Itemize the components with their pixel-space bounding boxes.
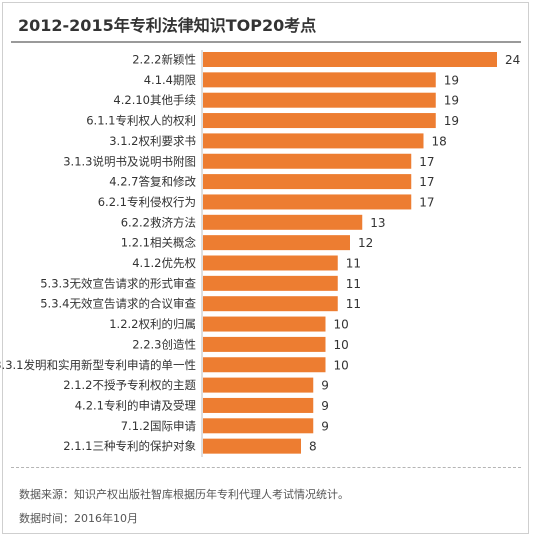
category-label: 2.1.1三种专利的保护对象	[63, 439, 196, 453]
footer-divider	[11, 467, 521, 468]
value-label: 12	[358, 236, 373, 250]
value-label: 24	[505, 53, 520, 67]
bar	[203, 154, 411, 169]
bar	[203, 133, 424, 148]
value-label: 13	[370, 216, 385, 230]
value-label: 9	[321, 399, 329, 413]
category-label: 6.2.1专利侵权行为	[98, 195, 196, 209]
bar	[203, 439, 301, 454]
category-label: 4.2.1专利的申请及受理	[75, 398, 197, 412]
bar	[203, 296, 338, 311]
value-label: 8	[309, 440, 317, 454]
value-label: 10	[334, 338, 349, 352]
value-label: 18	[432, 134, 447, 148]
value-label: 9	[321, 419, 329, 433]
category-label: 2.2.3创造性	[132, 337, 196, 351]
bar	[203, 256, 338, 271]
value-label: 10	[334, 358, 349, 372]
bar	[203, 398, 313, 413]
data-source-note: 数据来源：知识产权出版社智库根据历年专利代理人考试情况统计。	[19, 486, 349, 502]
bar	[203, 52, 497, 67]
bar	[203, 317, 326, 332]
bar	[203, 378, 313, 393]
category-label: 2.2.2新颖性	[132, 53, 196, 67]
category-label: 5.3.3无效宣告请求的形式审查	[40, 276, 196, 290]
category-label: 3.1.3说明书及说明书附图	[63, 154, 196, 168]
bar	[203, 215, 362, 230]
bar	[203, 276, 338, 291]
bar	[203, 418, 313, 433]
bar	[203, 93, 436, 108]
category-label: 3.3.1发明和实用新型专利申请的单一性	[0, 358, 196, 372]
bar-chart: 2.2.2新颖性 24 4.1.4期限 19 4.2.10其他手续 19 6.1.1专利权人…	[0, 0, 533, 470]
category-label: 4.1.2优先权	[132, 256, 196, 270]
bar	[203, 337, 326, 352]
value-label: 17	[419, 195, 434, 209]
value-label: 17	[419, 155, 434, 169]
value-label: 19	[444, 114, 459, 128]
category-label: 4.2.10其他手续	[113, 93, 196, 107]
category-label: 1.2.1相关概念	[121, 236, 197, 250]
bar	[203, 72, 436, 87]
category-label: 3.1.2权利要求书	[109, 134, 196, 148]
data-date-note: 数据时间：2016年10月	[19, 510, 138, 526]
value-label: 11	[346, 297, 361, 311]
category-label: 5.3.4无效宣告请求的合议审查	[40, 297, 196, 311]
value-label: 11	[346, 277, 361, 291]
bar	[203, 357, 326, 372]
category-label: 7.1.2国际申请	[121, 419, 197, 433]
value-label: 9	[321, 379, 329, 393]
value-label: 19	[444, 94, 459, 108]
value-label: 17	[419, 175, 434, 189]
category-label: 4.1.4期限	[144, 73, 197, 87]
category-label: 6.1.1专利权人的权利	[86, 114, 196, 128]
bar	[203, 174, 411, 189]
category-label: 6.2.2救济方法	[121, 215, 196, 229]
value-label: 11	[346, 257, 361, 271]
bar	[203, 113, 436, 128]
category-label: 2.1.2不授予专利权的主题	[63, 378, 196, 392]
category-label: 1.2.2权利的归属	[109, 317, 196, 331]
bar	[203, 235, 350, 250]
bar	[203, 194, 411, 209]
value-label: 19	[444, 73, 459, 87]
value-label: 10	[334, 318, 349, 332]
category-label: 4.2.7答复和修改	[109, 175, 196, 189]
